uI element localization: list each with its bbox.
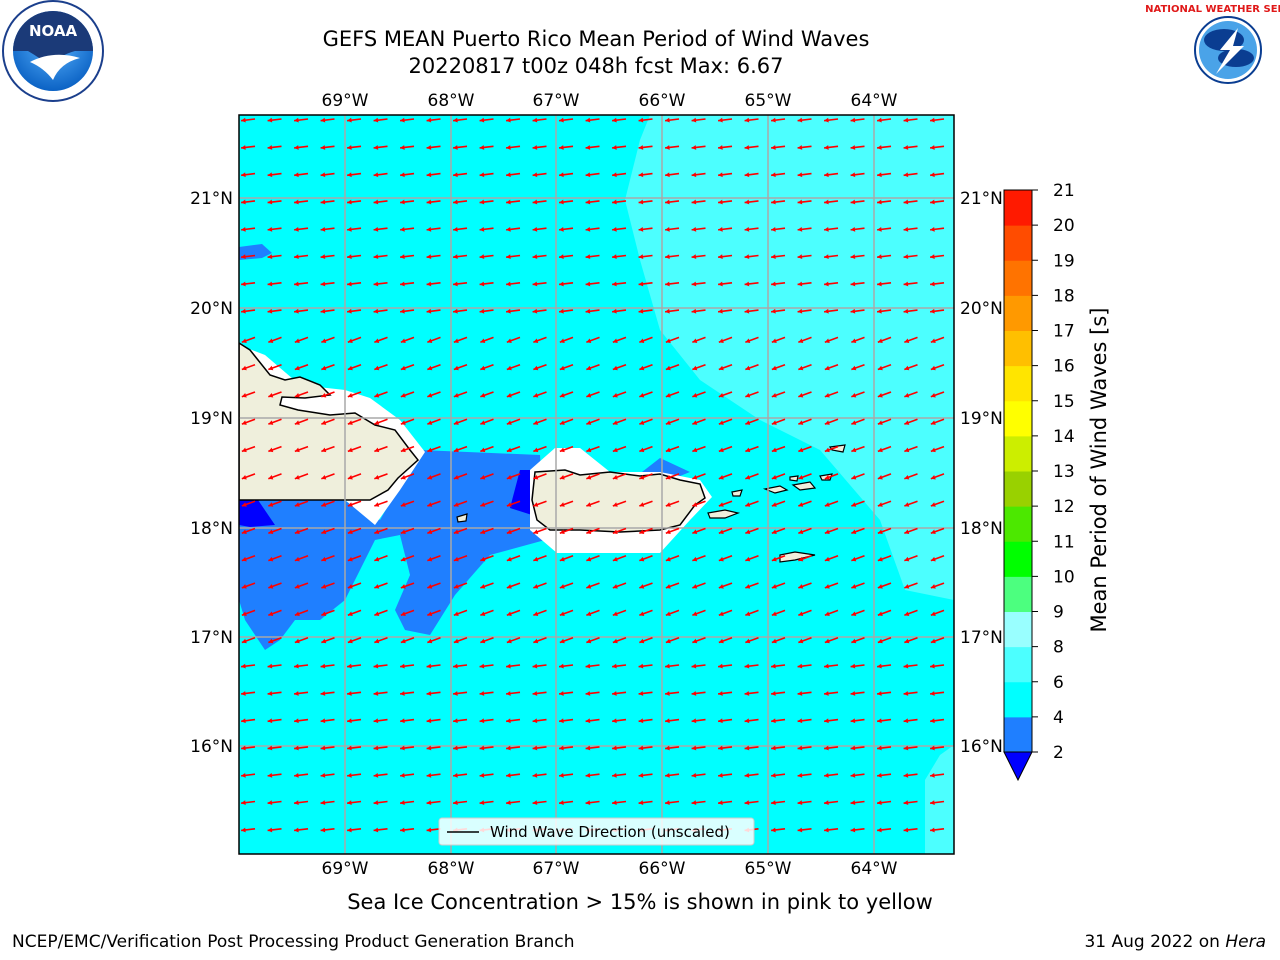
nws-logo: NATIONAL WEATHER SERVICE — [1145, 3, 1280, 97]
lon-label-top: 67°W — [533, 91, 580, 111]
credit-branch: NCEP/EMC/Verification Post Processing Pr… — [12, 932, 575, 952]
lon-label-bottom: 68°W — [428, 859, 475, 879]
map-legend: Wind Wave Direction (unscaled) — [439, 818, 754, 845]
colorbar-tick-label: 15 — [1053, 392, 1075, 412]
colorbar-tick-label: 18 — [1053, 286, 1075, 306]
lon-labels-top: 69°W 68°W 67°W 66°W 65°W 64°W — [322, 91, 898, 111]
colorbar-swatch — [1004, 541, 1032, 577]
lat-label-left: 19°N — [190, 409, 233, 429]
colorbar-tick-label: 4 — [1053, 708, 1064, 728]
colorbar-swatch — [1004, 717, 1032, 753]
colorbar-swatch — [1004, 366, 1032, 402]
lat-label-right: 17°N — [960, 628, 1003, 648]
lat-label-right: 20°N — [960, 299, 1003, 319]
colorbar-tick-label: 11 — [1053, 532, 1075, 552]
lon-label-bottom: 69°W — [322, 859, 369, 879]
colorbar-swatch — [1004, 295, 1032, 331]
lon-label-bottom: 67°W — [533, 859, 580, 879]
noaa-logo: NOAA — [3, 1, 103, 101]
colorbar-tick-label: 19 — [1053, 251, 1075, 271]
lon-label-top: 69°W — [322, 91, 369, 111]
colorbar-swatch — [1004, 401, 1032, 437]
lat-label-right: 21°N — [960, 189, 1003, 209]
lon-label-bottom: 65°W — [745, 859, 792, 879]
colorbar-swatch — [1004, 612, 1032, 648]
colorbar-tick-label: 17 — [1053, 322, 1075, 342]
lon-label-top: 64°W — [851, 91, 898, 111]
lon-label-bottom: 64°W — [851, 859, 898, 879]
colorbar-swatch — [1004, 260, 1032, 296]
colorbar-swatch — [1004, 471, 1032, 507]
colorbar-tick-label: 13 — [1053, 462, 1075, 482]
lat-label-right: 16°N — [960, 737, 1003, 757]
lon-label-top: 65°W — [745, 91, 792, 111]
colorbar-under-arrow — [1004, 752, 1032, 780]
colorbar-swatch — [1004, 682, 1032, 718]
colorbar-swatch — [1004, 576, 1032, 612]
colorbar-tick-label: 21 — [1053, 181, 1075, 201]
colorbar-swatch — [1004, 331, 1032, 367]
lat-labels-left: 21°N 20°N 19°N 18°N 17°N 16°N — [190, 189, 233, 757]
colorbar-tick-label: 8 — [1053, 638, 1064, 658]
colorbar-swatch — [1004, 647, 1032, 683]
colorbar-tick-label: 12 — [1053, 497, 1075, 517]
colorbar: 2 4 6 8 9 10 11 12 13 14 15 16 17 18 19 20 21 — [1004, 181, 1075, 780]
noaa-logo-text: NOAA — [29, 22, 78, 40]
sea-ice-note: Sea Ice Concentration > 15% is shown in … — [0, 890, 1280, 914]
colorbar-tick-label: 2 — [1053, 743, 1064, 763]
colorbar-swatch — [1004, 506, 1032, 542]
colorbar-tick-label: 16 — [1053, 357, 1075, 377]
lat-label-right: 19°N — [960, 409, 1003, 429]
lon-label-top: 66°W — [639, 91, 686, 111]
credit-date-text: 31 Aug 2022 on — [1084, 932, 1225, 952]
colorbar-tick-label: 20 — [1053, 216, 1075, 236]
lat-label-left: 16°N — [190, 737, 233, 757]
colorbar-tick-label: 9 — [1053, 603, 1064, 623]
colorbar-tick-label: 6 — [1053, 673, 1064, 693]
lat-label-left: 21°N — [190, 189, 233, 209]
colorbar-swatch — [1004, 436, 1032, 472]
lat-label-left: 20°N — [190, 299, 233, 319]
nws-logo-text: NATIONAL WEATHER SERVICE — [1145, 4, 1280, 15]
land-puerto-rico — [532, 470, 705, 532]
colorbar-tick-label: 10 — [1053, 567, 1075, 587]
credit-host: Hera — [1225, 932, 1266, 952]
colorbar-tick-label: 14 — [1053, 427, 1075, 447]
colorbar-swatch — [1004, 190, 1032, 226]
lat-labels-right: 21°N 20°N 19°N 18°N 17°N 16°N — [960, 189, 1003, 757]
lon-labels-bottom: 69°W 68°W 67°W 66°W 65°W 64°W — [322, 859, 898, 879]
lat-label-right: 18°N — [960, 519, 1003, 539]
lat-label-left: 17°N — [190, 628, 233, 648]
legend-label: Wind Wave Direction (unscaled) — [490, 823, 730, 841]
lat-label-left: 18°N — [190, 519, 233, 539]
colorbar-swatch — [1004, 225, 1032, 261]
lon-label-top: 68°W — [428, 91, 475, 111]
credit-date: 31 Aug 2022 on Hera — [1084, 932, 1266, 952]
colorbar-title: Mean Period of Wind Waves [s] — [1087, 308, 1111, 633]
lon-label-bottom: 66°W — [639, 859, 686, 879]
